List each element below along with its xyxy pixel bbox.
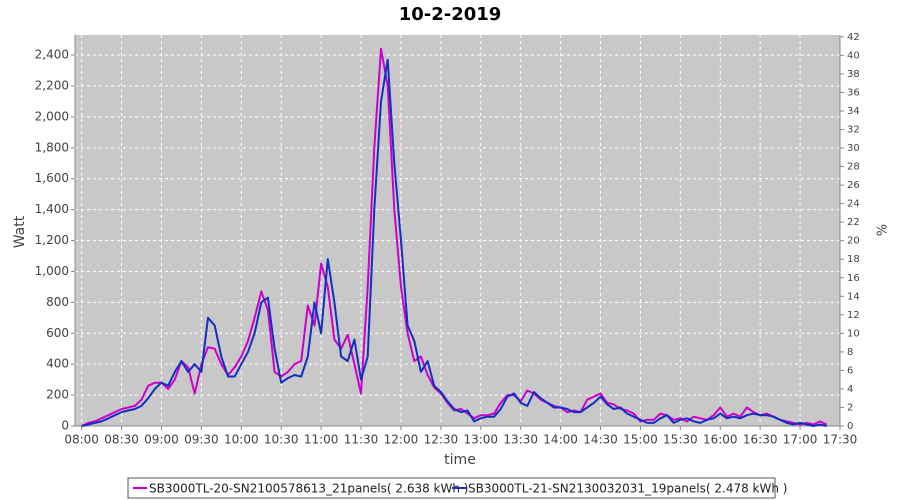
y2-tick-label: 0 bbox=[847, 421, 853, 432]
y-tick-label: 200 bbox=[46, 388, 69, 402]
x-tick-label: 11:30 bbox=[344, 433, 379, 447]
x-tick-label: 14:30 bbox=[583, 433, 618, 447]
x-tick-label: 11:00 bbox=[304, 433, 339, 447]
x-tick-label: 12:00 bbox=[384, 433, 419, 447]
y2-tick-label: 30 bbox=[847, 143, 860, 154]
y-tick-label: 0 bbox=[61, 419, 69, 433]
y2-tick-label: 34 bbox=[847, 106, 860, 117]
y-tick-label: 1,200 bbox=[35, 233, 69, 247]
x-axis-label: time bbox=[444, 452, 476, 468]
x-tick-label: 09:30 bbox=[184, 433, 219, 447]
x-tick-label: 17:30 bbox=[823, 433, 858, 447]
y-tick-label: 2,200 bbox=[35, 79, 69, 93]
y2-tick-label: 12 bbox=[847, 310, 860, 321]
legend-label: SB3000TL-20-SN2100578613_21panels( 2.638… bbox=[149, 482, 468, 496]
x-tick-label: 09:00 bbox=[144, 433, 179, 447]
y2-tick-label: 18 bbox=[847, 254, 860, 265]
x-tick-label: 14:00 bbox=[543, 433, 578, 447]
y-tick-label: 1,800 bbox=[35, 140, 69, 154]
series-line bbox=[81, 47, 828, 427]
y2-axis-label: % bbox=[873, 224, 888, 236]
y-axis-label: Watt bbox=[12, 215, 28, 248]
y2-tick-label: 22 bbox=[847, 217, 860, 228]
x-tick-label: 16:00 bbox=[703, 433, 738, 447]
plot-area bbox=[75, 35, 840, 426]
y2-tick-label: 10 bbox=[847, 328, 860, 339]
x-tick-label: 08:00 bbox=[64, 433, 99, 447]
y2-tick-label: 14 bbox=[847, 291, 860, 302]
y-tick-label: 1,400 bbox=[35, 202, 69, 216]
y2-tick-label: 38 bbox=[847, 69, 860, 80]
y-tick-label: 1,000 bbox=[35, 264, 69, 278]
y2-tick-label: 42 bbox=[847, 32, 860, 43]
x-tick-label: 08:30 bbox=[104, 433, 139, 447]
x-tick-label: 10:00 bbox=[224, 433, 259, 447]
y-tick-label: 600 bbox=[46, 326, 69, 340]
x-tick-label: 12:30 bbox=[424, 433, 459, 447]
y2-tick-label: 26 bbox=[847, 180, 860, 191]
y2-tick-label: 16 bbox=[847, 273, 860, 284]
y2-tick-label: 36 bbox=[847, 87, 860, 98]
y2-tick-label: 8 bbox=[847, 347, 853, 358]
y2-tick-label: 28 bbox=[847, 162, 860, 173]
x-tick-label: 13:30 bbox=[503, 433, 538, 447]
x-tick-label: 16:30 bbox=[743, 433, 778, 447]
series-line bbox=[81, 58, 827, 427]
legend bbox=[127, 477, 776, 499]
y2-tick-label: 4 bbox=[847, 384, 853, 395]
x-tick-label: 15:30 bbox=[663, 433, 698, 447]
y2-tick-label: 6 bbox=[847, 365, 853, 376]
x-tick-label: 13:00 bbox=[463, 433, 498, 447]
y2-tick-label: 20 bbox=[847, 236, 860, 247]
y2-tick-label: 40 bbox=[847, 50, 860, 61]
y2-tick-label: 32 bbox=[847, 125, 860, 136]
y2-tick-label: 2 bbox=[847, 402, 853, 413]
legend-label: SB3000TL-21-SN2130032031_19panels( 2.478… bbox=[468, 482, 787, 496]
chart-title: 10-2-2019 bbox=[399, 4, 502, 25]
x-tick-label: 17:00 bbox=[783, 433, 818, 447]
y-tick-label: 400 bbox=[46, 357, 69, 371]
x-tick-label: 10:30 bbox=[264, 433, 299, 447]
y-tick-label: 800 bbox=[46, 295, 69, 309]
y-tick-label: 2,000 bbox=[35, 109, 69, 123]
y2-tick-label: 24 bbox=[847, 199, 860, 210]
y-tick-label: 2,400 bbox=[35, 48, 69, 62]
x-tick-label: 15:00 bbox=[623, 433, 658, 447]
y-tick-label: 1,600 bbox=[35, 171, 69, 185]
